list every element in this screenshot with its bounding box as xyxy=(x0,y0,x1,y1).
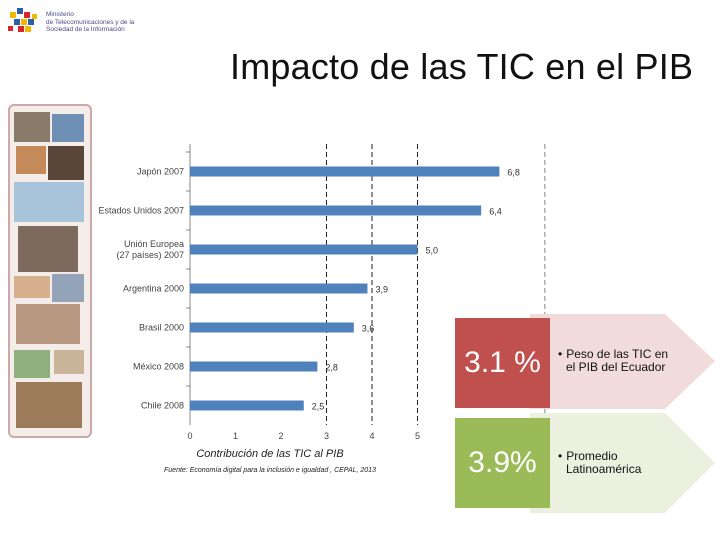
photo-collage xyxy=(8,104,92,438)
x-tick-label-5: 5 xyxy=(415,431,420,440)
x-tick-label-0: 0 xyxy=(187,431,192,440)
category-label-1: Estados Unidos 2007 xyxy=(98,206,184,216)
data-label-2: 5,0 xyxy=(426,246,439,256)
ministry-name: Ministerio de Telecomunicaciones y de la… xyxy=(46,11,134,34)
category-label-4: Brasil 2000 xyxy=(139,323,184,333)
ministry-logo-icon xyxy=(8,8,37,32)
stat-desc-2-line1: Promedio xyxy=(566,449,618,463)
category-label-2-1: (27 países) 2007 xyxy=(116,250,184,260)
stat-desc-1-line2: el PIB del Ecuador xyxy=(566,360,666,374)
chart-xlabel: Contribución de las TIC al PIB xyxy=(196,448,344,460)
category-label-0: Japón 2007 xyxy=(137,167,184,177)
stat-arrow-1-shape xyxy=(530,314,715,409)
bar-4 xyxy=(190,322,354,333)
stat-desc-2-line2: Latinoamérica xyxy=(566,462,642,476)
data-label-1: 6,4 xyxy=(489,207,502,217)
slide-title: Impacto de las TIC en el PIB xyxy=(230,46,694,87)
stat-value-2: 3.9% xyxy=(468,446,537,479)
data-label-6: 2,5 xyxy=(312,402,325,412)
ministry-name-line1: Ministerio xyxy=(46,11,74,18)
data-label-4: 3,6 xyxy=(362,324,375,334)
stat-value-1: 3.1 % xyxy=(464,346,541,379)
stat-desc-2: • Promedio Latinoamérica xyxy=(558,450,641,476)
stat-box-2: 3.9% xyxy=(455,418,550,508)
ministry-name-line2: de Telecomunicaciones y de la xyxy=(46,18,135,26)
data-label-0: 6,8 xyxy=(507,168,520,178)
category-label-2-0: Unión Europea xyxy=(124,239,184,249)
tic-gdp-bar-chart: 6,8 Japón 2007 6,4 Estados Unidos 2007 5,0 Un… xyxy=(80,140,560,441)
photo-collage-image xyxy=(14,112,84,428)
ministry-logo xyxy=(6,6,156,42)
x-tick-label-2: 2 xyxy=(278,431,283,440)
stat-arrow-1 xyxy=(530,314,715,409)
data-label-3: 3,9 xyxy=(375,285,388,295)
bullet-icon: • xyxy=(558,449,563,463)
x-tick-label-3: 3 xyxy=(324,431,329,440)
category-label-5: México 2008 xyxy=(133,362,184,372)
data-label-5: 2,8 xyxy=(325,363,338,373)
bar-0 xyxy=(190,166,500,177)
bar-6 xyxy=(190,400,304,411)
stat-box-1: 3.1 % xyxy=(455,318,550,408)
bar-3 xyxy=(190,283,368,294)
ministry-name-line3: Sociedad de la Información xyxy=(46,26,125,33)
stat-arrow-2 xyxy=(530,413,715,513)
stat-arrow-2-shape xyxy=(530,413,715,513)
x-tick-label-4: 4 xyxy=(369,431,374,440)
category-label-6: Chile 2008 xyxy=(141,401,184,411)
chart-source: Fuente: Economía digital para la inclusi… xyxy=(164,467,376,474)
bar-1 xyxy=(190,205,482,216)
chart-svg: 6,8 Japón 2007 6,4 Estados Unidos 2007 5,0 Un… xyxy=(98,144,546,441)
bar-5 xyxy=(190,361,318,372)
bar-2 xyxy=(190,244,418,255)
bullet-icon: • xyxy=(558,347,563,361)
stat-desc-1: • Peso de las TIC en el PIB del Ecuador xyxy=(558,348,668,374)
category-label-3: Argentina 2000 xyxy=(123,284,184,294)
x-tick-label-1: 1 xyxy=(233,431,238,440)
stat-desc-1-line1: Peso de las TIC en xyxy=(566,347,669,361)
